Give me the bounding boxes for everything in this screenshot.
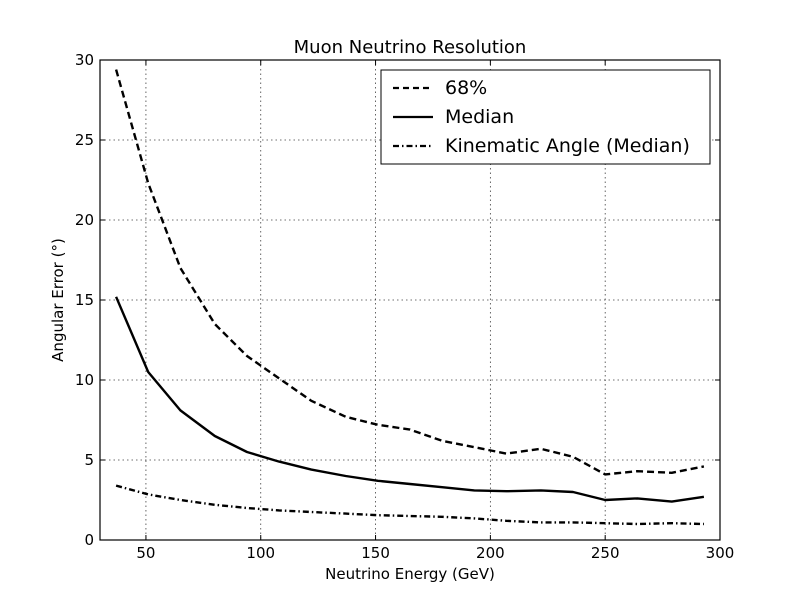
legend-box — [380, 69, 711, 165]
y-tick-label: 0 — [84, 531, 94, 549]
grid — [100, 60, 720, 540]
y-tick-label: 10 — [75, 371, 94, 389]
x-axis-label: Neutrino Energy (GeV) — [325, 565, 495, 583]
series-line-2 — [115, 484, 704, 526]
y-tick-label: 5 — [84, 451, 94, 469]
series-lines — [114, 69, 705, 526]
x-tick-label: 50 — [136, 544, 155, 562]
x-tick-label: 150 — [361, 544, 390, 562]
series-line-1 — [114, 296, 705, 503]
chart-title: Muon Neutrino Resolution — [294, 37, 527, 58]
x-tick-label: 300 — [706, 544, 735, 562]
axis-ticks: 50 100 150 200 250 300 0 5 10 15 20 25 30 — [75, 51, 734, 562]
legend: 68% Median Kinematic Angle (Median) — [380, 69, 711, 165]
series-line-0 — [114, 69, 705, 476]
x-tick-label: 250 — [591, 544, 620, 562]
x-tick-label: 100 — [246, 544, 275, 562]
y-axis-label: Angular Error (°) — [49, 238, 67, 362]
y-tick-label: 25 — [75, 131, 94, 149]
legend-label-68: 68% — [445, 77, 487, 99]
y-tick-label: 20 — [75, 211, 94, 229]
legend-label-kinematic: Kinematic Angle (Median) — [445, 135, 690, 157]
legend-label-median: Median — [445, 106, 514, 128]
x-tick-label: 200 — [476, 544, 505, 562]
y-tick-label: 15 — [75, 291, 94, 309]
y-tick-label: 30 — [75, 51, 94, 69]
